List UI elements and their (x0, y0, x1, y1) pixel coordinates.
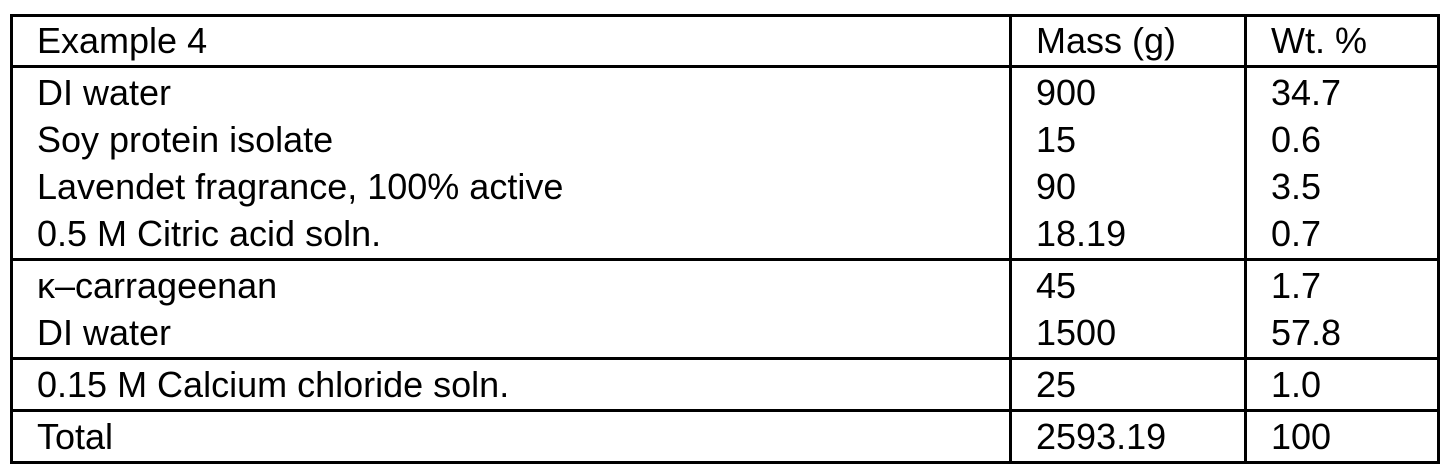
ingredient-name: DI water (37, 72, 172, 113)
total-wt-cell: 100 (1244, 409, 1440, 464)
mass-value: 25 (1036, 364, 1077, 405)
total-wt-value: 100 (1271, 416, 1332, 457)
total-label-cell: Total (10, 409, 1012, 464)
mass-value: 45 (1036, 265, 1077, 306)
wt-value: 1.0 (1271, 364, 1322, 405)
wt-value: 34.7 (1271, 72, 1342, 113)
table-total-row: Total 2593.19 100 (10, 409, 1440, 464)
table-row-group-1: DI water Soy protein isolate Lavendet fr… (10, 65, 1440, 261)
table-title: Example 4 (10, 14, 1012, 68)
mass-cell: 900 15 90 18.19 (1009, 65, 1247, 261)
total-mass-cell: 2593.19 (1009, 409, 1247, 464)
column-header-mass: Mass (g) (1009, 14, 1247, 68)
wt-value: 1.7 (1271, 265, 1322, 306)
table-row-group-2: κ–carrageenan DI water 45 1500 1.7 57.8 (10, 258, 1440, 360)
formulation-table: Example 4 Mass (g) Wt. % DI water Soy pr… (10, 14, 1440, 464)
mass-value: 15 (1036, 119, 1077, 160)
ingredient-name: 0.15 M Calcium chloride soln. (37, 364, 510, 405)
wt-cell: 1.7 57.8 (1244, 258, 1440, 360)
mass-value: 1500 (1036, 312, 1117, 353)
wt-value: 57.8 (1271, 312, 1342, 353)
mass-value: 900 (1036, 72, 1097, 113)
column-header-wt: Wt. % (1244, 14, 1440, 68)
ingredient-name: Soy protein isolate (37, 119, 334, 160)
mass-cell: 25 (1009, 357, 1247, 412)
ingredient-name: DI water (37, 312, 172, 353)
mass-cell: 45 1500 (1009, 258, 1247, 360)
table-row-group-3: 0.15 M Calcium chloride soln. 25 1.0 (10, 357, 1440, 412)
wt-cell: 34.7 0.6 3.5 0.7 (1244, 65, 1440, 261)
ingredient-cell: κ–carrageenan DI water (10, 258, 1012, 360)
total-label: Total (37, 416, 114, 457)
mass-value: 18.19 (1036, 213, 1127, 254)
ingredient-name: Lavendet fragrance, 100% active (37, 166, 564, 207)
table-header-row: Example 4 Mass (g) Wt. % (10, 14, 1440, 68)
wt-value: 0.7 (1271, 213, 1322, 254)
ingredient-name: κ–carrageenan (37, 265, 278, 306)
ingredient-cell: DI water Soy protein isolate Lavendet fr… (10, 65, 1012, 261)
ingredient-cell: 0.15 M Calcium chloride soln. (10, 357, 1012, 412)
ingredient-name: 0.5 M Citric acid soln. (37, 213, 382, 254)
wt-cell: 1.0 (1244, 357, 1440, 412)
total-mass-value: 2593.19 (1036, 416, 1167, 457)
wt-value: 3.5 (1271, 166, 1322, 207)
mass-value: 90 (1036, 166, 1077, 207)
wt-value: 0.6 (1271, 119, 1322, 160)
